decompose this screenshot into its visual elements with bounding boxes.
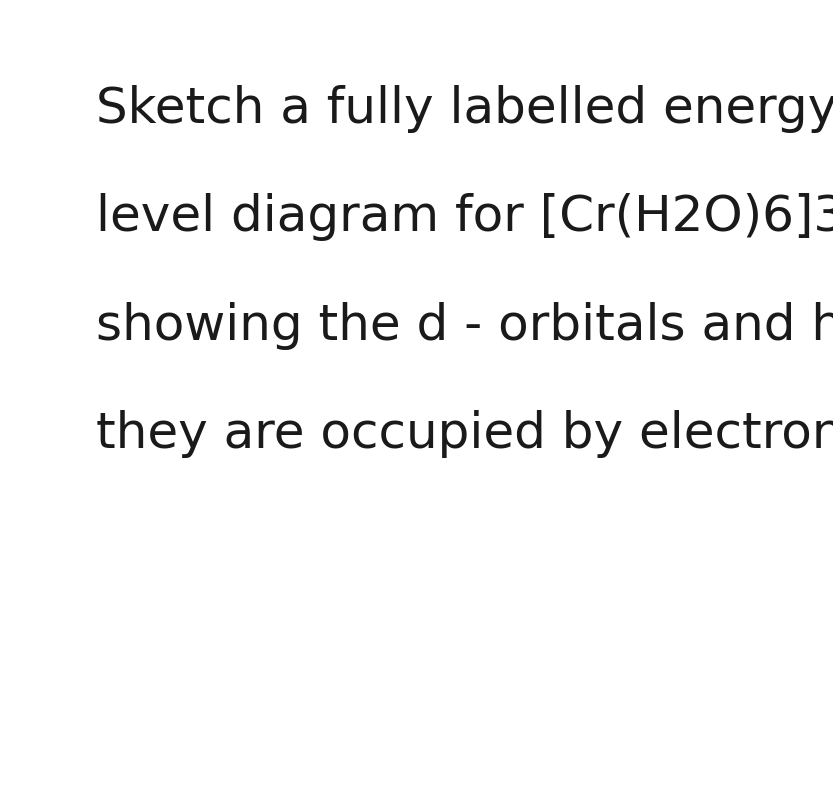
Text: they are occupied by electrons.: they are occupied by electrons. [96,410,833,458]
Text: level diagram for [Cr(H2O)6]3 +,: level diagram for [Cr(H2O)6]3 +, [96,193,833,241]
Text: showing the d - orbitals and how: showing the d - orbitals and how [96,301,833,349]
Text: Sketch a fully labelled energy: Sketch a fully labelled energy [96,84,833,132]
